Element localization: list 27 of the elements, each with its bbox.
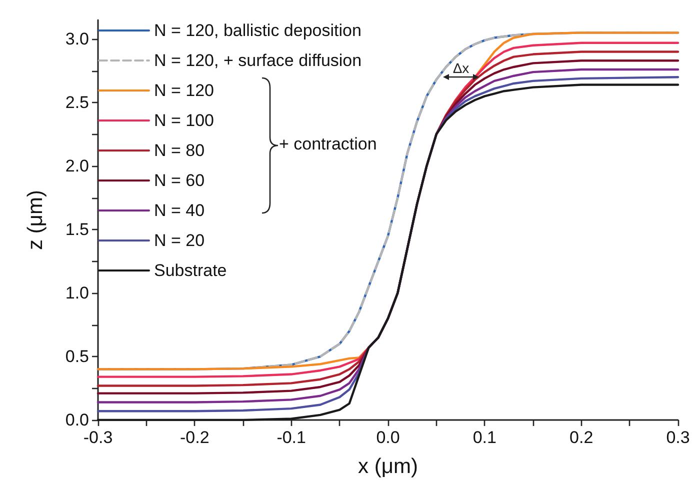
- y-axis-title: z (μm): [24, 190, 47, 250]
- y-tick-label: 0.5: [65, 347, 89, 366]
- x-tick-label: -0.3: [83, 428, 113, 447]
- legend-label: N = 60: [154, 171, 205, 190]
- x-tick-label: 0.1: [472, 428, 496, 447]
- legend-label: N = 20: [154, 231, 205, 250]
- y-tick-label: 2.0: [65, 156, 89, 176]
- legend-label: N = 40: [154, 201, 205, 220]
- annotation: Δx: [452, 60, 470, 76]
- legend-label: N = 100: [154, 111, 214, 130]
- x-tick-label: -0.2: [180, 428, 210, 447]
- y-tick-label: 1.0: [65, 284, 89, 303]
- y-tick-label: 1.5: [65, 220, 89, 240]
- y-tick-label: 0.0: [65, 410, 89, 430]
- x-tick-label: 0.0: [376, 428, 400, 447]
- y-tick-label: 2.5: [65, 93, 89, 112]
- legend-label: N = 80: [154, 141, 205, 160]
- x-tick-label: 0.3: [666, 428, 690, 447]
- legend-label: Substrate: [154, 261, 227, 280]
- legend-label: N = 120: [154, 81, 214, 100]
- annotation: + contraction: [279, 134, 377, 154]
- x-axis-title: x (μm): [358, 455, 418, 478]
- x-tick-label: -0.1: [276, 428, 306, 447]
- legend-label: N = 120, ballistic deposition: [154, 21, 362, 40]
- legend-label: N = 120, + surface diffusion: [154, 51, 362, 70]
- y-tick-label: 3.0: [65, 30, 89, 49]
- x-tick-label: 0.2: [570, 428, 594, 447]
